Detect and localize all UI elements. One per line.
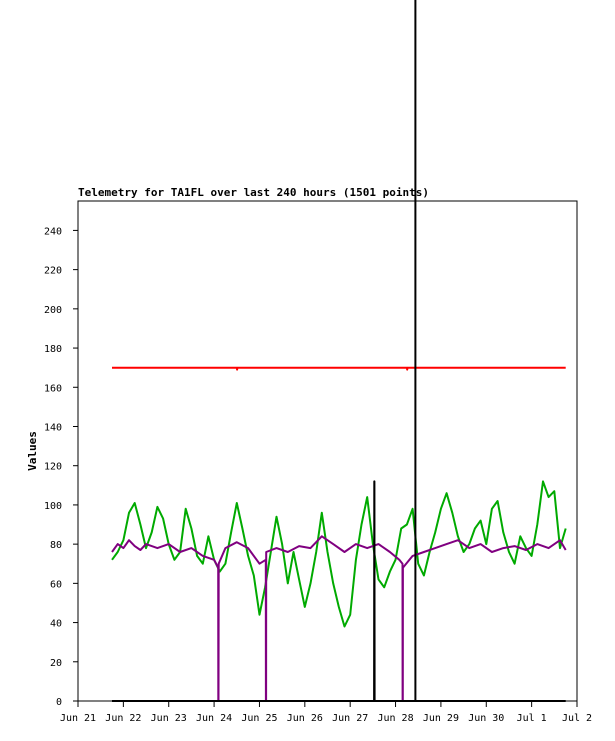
plot-area [77,200,578,702]
y-tick-label: 180 [44,344,62,355]
x-tick-label: Jun 22 [105,713,141,724]
series-line-2 [111,535,567,702]
x-tick-label: Jul 2 [562,713,592,724]
y-tick-label: 0 [56,697,62,708]
series-line-3 [112,480,566,702]
x-tick-label: Jun 28 [377,713,413,724]
x-tick-label: Jun 27 [332,713,368,724]
x-axis: Jun 21 Jun 22 Jun 23 Jun 24 Jun 25 Jun 26 Jun … [60,701,592,724]
x-tick-label: Jun 30 [468,713,504,724]
y-tick-label: 200 [44,305,62,316]
y-tick-label: 120 [44,462,62,473]
x-tick-label: Jun 23 [151,713,187,724]
y-tick-label: 40 [50,619,62,630]
x-tick-label: Jul 1 [517,713,547,724]
y-tick-label: 100 [44,501,62,512]
x-tick-label: Jun 24 [196,713,232,724]
y-tick-label: 20 [50,658,62,669]
x-tick-label: Jun 25 [241,713,277,724]
y-tick-label: 60 [50,579,62,590]
series-line-0 [112,366,566,371]
y-tick-label: 80 [50,540,62,551]
y-tick-label: 240 [44,226,62,237]
x-tick-label: Jun 29 [423,713,459,724]
y-tick-label: 140 [44,422,62,433]
y-axis: 0 20 40 60 80 100 120 140 160 180 200 220 240 [44,226,78,708]
y-tick-label: 160 [44,383,62,394]
x-tick-label: Jun 26 [287,713,323,724]
series-layer [111,366,567,702]
chart-title: Telemetry for TA1FL over last 240 hours … [78,186,429,199]
y-axis-label: Values [26,431,39,471]
x-tick-label: Jun 21 [60,713,96,724]
series-line-1 [111,480,567,628]
y-tick-label: 220 [44,266,62,277]
